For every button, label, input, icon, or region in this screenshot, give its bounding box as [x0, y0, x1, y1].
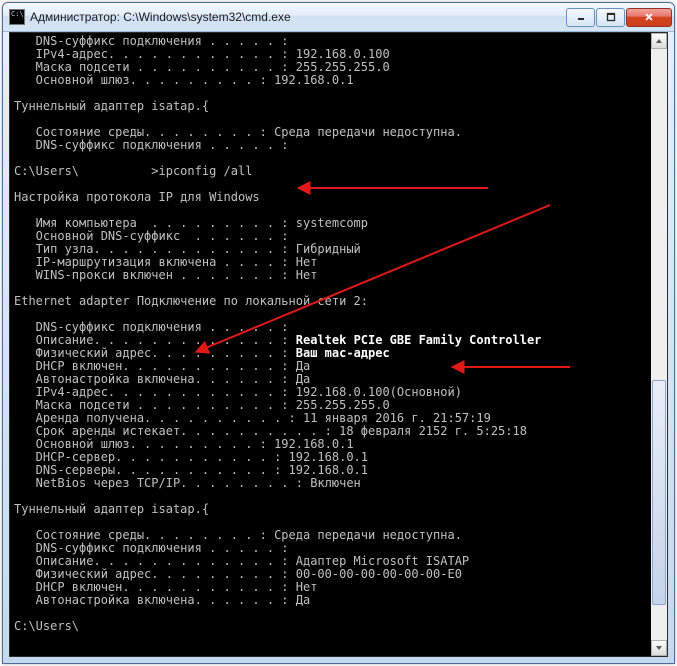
minimize-button[interactable]	[566, 8, 595, 27]
term-line: Срок аренды истекает. . . . . . . . . . …	[14, 424, 527, 438]
maximize-button[interactable]	[596, 8, 625, 27]
term-line: Описание. . . . . . . . . . . . . : Адап…	[14, 554, 469, 568]
term-line: Состояние среды. . . . . . . . : Среда п…	[14, 528, 462, 542]
term-line: Автонастройка включена. . . . . . : Да	[14, 593, 310, 607]
term-line: Основной DNS-суффикс . . . . . . :	[14, 229, 289, 243]
term-line: Маска подсети . . . . . . . . . . : 255.…	[14, 398, 390, 412]
prompt-path: C:\Users\	[14, 619, 79, 633]
mac-address-placeholder: Ваш mac-адрес	[296, 346, 390, 360]
scroll-down-button[interactable]	[651, 640, 667, 656]
term-line: DNS-суффикс подключения . . . . . :	[14, 541, 289, 555]
term-line: IPv4-адрес. . . . . . . . . . . . : 192.…	[14, 385, 462, 399]
term-line: Ethernet adapter Подключение по локально…	[14, 294, 368, 308]
term-line: Состояние среды. . . . . . . . : Среда п…	[14, 125, 462, 139]
term-line: DHCP включен. . . . . . . . . . . : Да	[14, 359, 310, 373]
titlebar[interactable]: Администратор: C:\Windows\system32\cmd.e…	[3, 3, 674, 32]
vertical-scrollbar[interactable]	[651, 33, 667, 656]
term-line: Маска подсети . . . . . . . . . . : 255.…	[14, 60, 390, 74]
term-line: DHCP-сервер. . . . . . . . . . . : 192.1…	[14, 450, 368, 464]
term-line: Основной шлюз. . . . . . . . . : 192.168…	[14, 73, 354, 87]
term-line: Описание. . . . . . . . . . . . . :	[14, 333, 296, 347]
typed-command: >ipconfig /all	[79, 164, 252, 178]
term-line: Физический адрес. . . . . . . . . : 00-0…	[14, 567, 462, 581]
term-line: Настройка протокола IP для Windows	[14, 190, 260, 204]
nic-description: Realtek PCIe GBE Family Controller	[296, 333, 542, 347]
terminal-output: DNS-суффикс подключения . . . . . : IPv4…	[10, 33, 651, 656]
term-line: DNS-серверы. . . . . . . . . . . : 192.1…	[14, 463, 368, 477]
prompt-path: C:\Users\	[14, 164, 79, 178]
term-line: WINS-прокси включен . . . . . . . : Нет	[14, 268, 317, 282]
term-line: DNS-суффикс подключения . . . . . :	[14, 34, 289, 48]
cmd-icon	[9, 9, 25, 25]
term-line: Туннельный адаптер isatap.{	[14, 99, 209, 113]
term-line: Туннельный адаптер isatap.{	[14, 502, 209, 516]
close-button[interactable]	[626, 8, 672, 27]
term-line: IPv4-адрес. . . . . . . . . . . . : 192.…	[14, 47, 390, 61]
term-line: DHCP включен. . . . . . . . . . . : Нет	[14, 580, 317, 594]
term-line: Имя компьютера . . . . . . . . . : syste…	[14, 216, 368, 230]
term-line: NetBios через TCP/IP. . . . . . . . : Вк…	[14, 476, 361, 490]
term-line: Аренда получена. . . . . . . . . . : 11 …	[14, 411, 491, 425]
window-title: Администратор: C:\Windows\system32\cmd.e…	[30, 10, 565, 24]
term-line: Физический адрес. . . . . . . . . :	[14, 346, 296, 360]
cmd-window: Администратор: C:\Windows\system32\cmd.e…	[2, 2, 675, 664]
term-line: Автонастройка включена. . . . . . : Да	[14, 372, 310, 386]
term-line: DNS-суффикс подключения . . . . . :	[14, 320, 289, 334]
scrollbar-track[interactable]	[651, 49, 667, 640]
term-line: Тип узла. . . . . . . . . . . . . : Гибр…	[14, 242, 361, 256]
scrollbar-thumb[interactable]	[652, 380, 666, 605]
window-buttons	[565, 8, 672, 27]
term-line: IP-маршрутизация включена . . . . : Нет	[14, 255, 317, 269]
term-line: DNS-суффикс подключения . . . . . :	[14, 138, 289, 152]
terminal-client-area: DNS-суффикс подключения . . . . . : IPv4…	[9, 32, 668, 657]
scroll-up-button[interactable]	[651, 33, 667, 49]
term-line: Основной шлюз. . . . . . . . . : 192.168…	[14, 437, 354, 451]
